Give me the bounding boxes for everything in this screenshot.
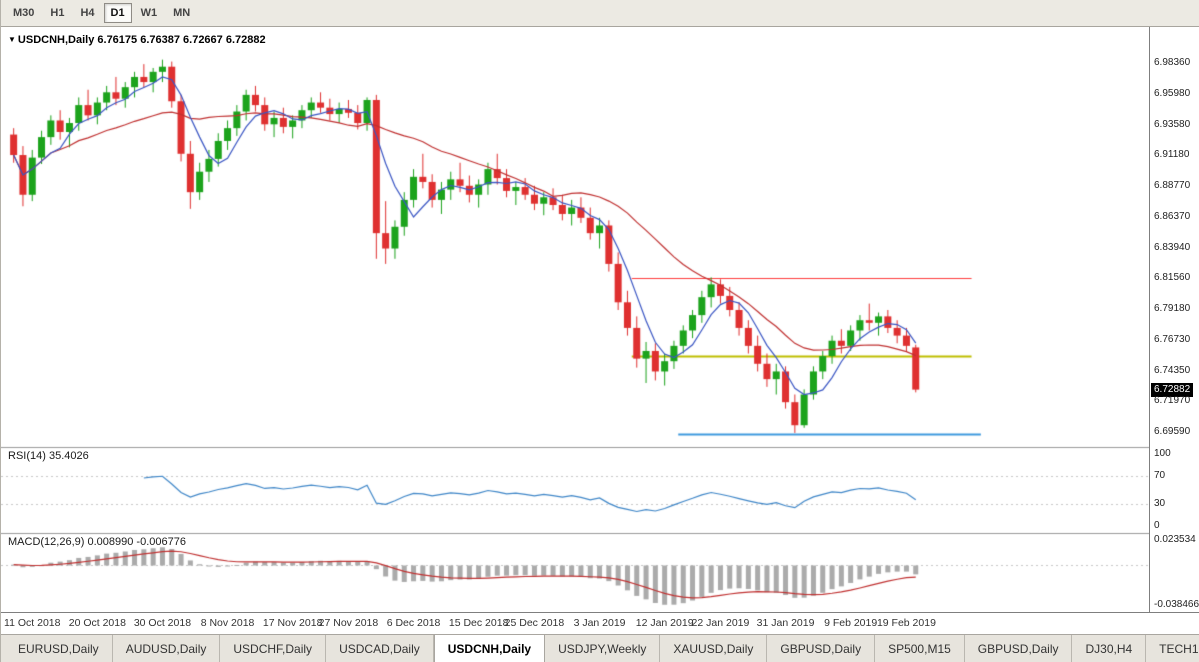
date-label: 17 Nov 2018 (262, 617, 323, 629)
date-label: 15 Dec 2018 (448, 617, 509, 629)
symbol-tab-eurusd-daily[interactable]: EURUSD,Daily (5, 635, 113, 662)
date-label: 6 Dec 2018 (386, 617, 441, 629)
date-label: 30 Oct 2018 (133, 617, 192, 629)
price-scale[interactable]: 6.72882 6.98360 6.95980 6.93580 6.91180 6.88… (1149, 27, 1199, 612)
timeframe-button-h4[interactable]: H4 (80, 7, 95, 19)
macd-scale-label: -0.038466 (1154, 599, 1199, 610)
price-scale-label: 6.69590 (1154, 425, 1191, 437)
rsi-name: RSI(14) (8, 450, 46, 462)
chart-symbol-label: USDCNH,Daily (17, 34, 95, 46)
price-scale-label: 6.93580 (1154, 118, 1191, 130)
price-scale-label: 6.95980 (1154, 87, 1191, 99)
macd-values: 0.008990 -0.006776 (87, 536, 186, 548)
symbol-tab-usdcad-daily[interactable]: USDCAD,Daily (326, 635, 434, 662)
chart-tabs-bar: EURUSD,Daily AUDUSD,Daily USDCHF,Daily USDC… (1, 634, 1199, 662)
object-marker-icon: ▼ (8, 35, 16, 44)
symbol-tab-sp500-m15[interactable]: SP500,M15 (875, 635, 965, 662)
date-label: 20 Oct 2018 (68, 617, 126, 629)
timeframe-button-m30[interactable]: M30 (13, 7, 35, 19)
price-scale-label: 6.81560 (1154, 272, 1191, 284)
price-scale-label: 6.86370 (1154, 210, 1191, 222)
price-scale-label: 6.71970 (1154, 395, 1191, 407)
timeframe-button-w1[interactable]: W1 (140, 7, 158, 19)
rsi-scale-label: 70 (1154, 469, 1166, 481)
price-scale-label: 6.98360 (1154, 57, 1191, 69)
symbol-tab-usdjpy-weekly[interactable]: USDJPY,Weekly (545, 635, 661, 662)
chart-ohlc-values: 6.76175 6.76387 6.72667 6.72882 (97, 34, 266, 46)
date-label: 11 Oct 2018 (4, 617, 61, 629)
price-scale-label: 6.91180 (1154, 149, 1190, 161)
date-label: 8 Nov 2018 (200, 617, 255, 629)
date-label: 9 Feb 2019 (824, 617, 878, 629)
timeframe-button-h1[interactable]: H1 (50, 7, 65, 19)
symbol-tab-gbpusd-daily[interactable]: GBPUSD,Daily (767, 635, 876, 662)
price-scale-label: 6.76730 (1154, 334, 1191, 346)
date-label: 22 Jan 2019 (691, 617, 750, 629)
chart-canvas[interactable] (1, 27, 1149, 612)
timeframe-toolbar: M30 H1 H4 D1 W1 MN (1, 0, 1199, 27)
price-scale-label: 6.74350 (1154, 364, 1191, 376)
timeframe-button-d1[interactable]: D1 (103, 3, 132, 23)
rsi-value: 35.4026 (48, 450, 89, 462)
symbol-tab-tech100[interactable]: TECH100 (1146, 635, 1199, 662)
rsi-scale-label: 100 (1154, 448, 1171, 459)
date-label: 19 Feb 2019 (876, 617, 936, 629)
symbol-tab-usdcnh-daily[interactable]: USDCNH,Daily (433, 635, 546, 662)
time-axis[interactable]: 11 Oct 2018 20 Oct 2018 30 Oct 2018 8 Nov 2… (1, 612, 1199, 634)
date-label: 27 Nov 2018 (318, 617, 379, 629)
macd-indicator-label: MACD(12,26,9) 0.008990 -0.006776 (8, 536, 186, 548)
date-label: 31 Jan 2019 (756, 617, 815, 629)
current-price-badge: 6.72882 (1151, 382, 1194, 397)
macd-scale-label: 0.023534 (1154, 534, 1196, 545)
date-label: 25 Dec 2018 (504, 617, 565, 629)
symbol-tab-xauusd-daily[interactable]: XAUUSD,Daily (660, 635, 768, 662)
chart-title: ▼ USDCNH,Daily 6.76175 6.76387 6.72667 6.… (8, 34, 266, 46)
rsi-indicator-label: RSI(14) 35.4026 (8, 450, 89, 462)
macd-name: MACD(12,26,9) (8, 536, 85, 548)
symbol-tab-audusd-daily[interactable]: AUDUSD,Daily (113, 635, 221, 662)
price-scale-label: 6.88770 (1154, 180, 1191, 192)
symbol-tab-usdchf-daily[interactable]: USDCHF,Daily (220, 635, 327, 662)
rsi-scale-label: 0 (1154, 520, 1160, 531)
date-label: 12 Jan 2019 (635, 617, 694, 629)
price-scale-label: 6.79180 (1154, 302, 1191, 314)
symbol-tab-dj30-h4[interactable]: DJ30,H4 (1072, 635, 1147, 662)
timeframe-button-mn[interactable]: MN (173, 7, 191, 19)
price-scale-label: 6.83940 (1154, 242, 1191, 253)
rsi-scale-label: 30 (1154, 498, 1166, 510)
date-label: 3 Jan 2019 (573, 617, 626, 629)
symbol-tab-gbpusd-daily[interactable]: GBPUSD,Daily (965, 635, 1073, 662)
